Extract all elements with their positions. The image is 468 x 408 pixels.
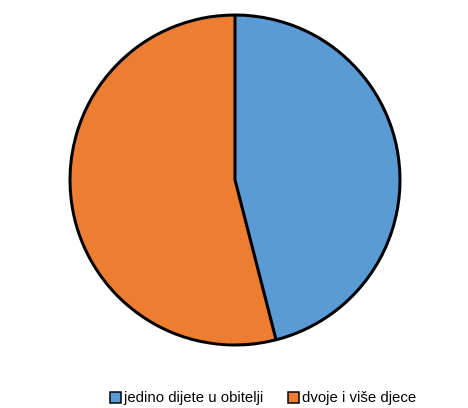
legend-swatch (109, 391, 122, 404)
legend-label: jedino dijete u obitelji (123, 389, 263, 406)
legend-label: dvoje i više djece (302, 389, 416, 406)
pie-slice (68, 13, 278, 347)
legend-swatch (287, 391, 300, 404)
pie-slice (233, 13, 402, 342)
